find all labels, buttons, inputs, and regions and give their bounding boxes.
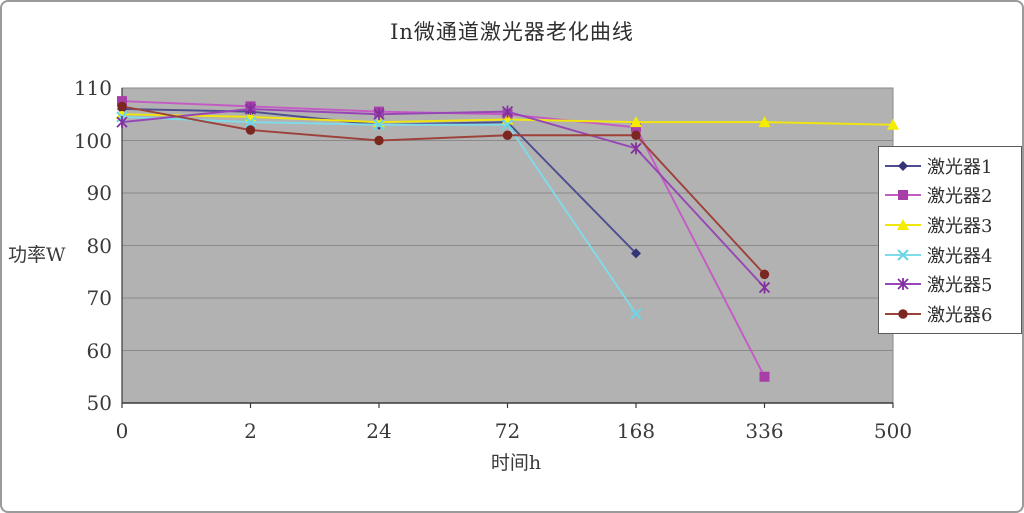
x-axis-tick-label: 24 xyxy=(366,419,392,443)
data-point-circle-marker xyxy=(374,135,384,146)
data-point-square-marker xyxy=(117,96,127,107)
legend-x-icon xyxy=(885,249,921,261)
data-point-circle-marker xyxy=(117,101,127,112)
legend-label: 激光器4 xyxy=(927,245,993,267)
legend-item: 激光器6 xyxy=(879,301,1021,328)
legend-label: 激光器2 xyxy=(927,186,993,208)
y-axis-tick-label: 110 xyxy=(73,76,112,100)
data-point-x-marker xyxy=(373,118,385,131)
data-point-triangle-marker xyxy=(897,219,909,231)
legend-item: 激光器4 xyxy=(879,241,1021,268)
legend-label: 激光器5 xyxy=(927,275,993,297)
y-axis-tick-label: 90 xyxy=(86,181,112,205)
data-point-star-marker xyxy=(897,278,909,291)
legend-triangle-icon xyxy=(885,219,921,231)
data-point-star-marker xyxy=(758,281,771,294)
legend-star-icon xyxy=(885,278,921,291)
x-axis-tick-label: 0 xyxy=(115,419,129,443)
data-point-triangle-marker xyxy=(758,116,771,128)
legend-item: 激光器1 xyxy=(879,152,1021,179)
data-point-star-marker xyxy=(373,108,385,121)
series-line xyxy=(121,105,766,276)
data-point-star-marker xyxy=(630,142,642,155)
y-axis-title: 功率W xyxy=(8,244,66,266)
legend-item: 激光器3 xyxy=(879,212,1021,239)
legend-diamond-icon xyxy=(885,160,921,171)
data-point-circle-marker xyxy=(759,269,770,280)
x-axis-tick-label: 336 xyxy=(745,419,784,443)
chart-title: In微通道激光器老化曲线 xyxy=(390,20,634,44)
y-axis-tick-label: 80 xyxy=(86,233,112,258)
data-point-square-marker xyxy=(631,122,641,133)
legend-label: 激光器1 xyxy=(927,156,993,178)
x-axis-tick-label: 72 xyxy=(494,419,521,443)
legend-item: 激光器2 xyxy=(879,182,1021,209)
data-point-circle-marker xyxy=(245,125,256,135)
data-point-circle-marker xyxy=(898,309,908,319)
data-point-star-marker xyxy=(116,116,128,129)
legend-square-icon xyxy=(885,190,921,201)
x-axis-tick-label: 2 xyxy=(244,419,257,443)
y-axis-tick-label: 70 xyxy=(86,286,112,310)
legend-label: 激光器6 xyxy=(927,305,993,327)
data-point-x-marker xyxy=(501,118,514,131)
data-point-square-marker xyxy=(759,371,770,382)
data-point-star-marker xyxy=(244,103,257,115)
data-point-circle-marker xyxy=(502,130,513,140)
x-axis-title: 时间h xyxy=(490,452,542,474)
series-line xyxy=(121,108,766,289)
legend-label: 激光器3 xyxy=(927,216,993,238)
data-point-x-marker xyxy=(244,116,257,128)
legend: 激光器1 激光器2 激光器3 激光器4 激光器5 激光器6 xyxy=(878,146,1022,334)
data-point-circle-marker xyxy=(631,130,641,140)
data-point-triangle-marker xyxy=(630,116,642,128)
data-point-square-marker xyxy=(898,190,908,201)
data-point-triangle-marker xyxy=(887,118,899,130)
legend-circle-icon xyxy=(885,309,921,319)
data-point-star-marker xyxy=(501,105,514,118)
y-axis-tick-label: 50 xyxy=(86,391,112,415)
data-point-x-marker xyxy=(630,307,642,320)
data-point-x-marker xyxy=(897,249,909,261)
y-axis-tick-label: 100 xyxy=(73,128,112,153)
y-axis-tick-label: 60 xyxy=(86,338,112,363)
x-axis-tick-label: 500 xyxy=(873,419,913,443)
data-point-diamond-marker xyxy=(631,248,641,259)
data-point-diamond-marker xyxy=(898,160,908,171)
legend-item: 激光器5 xyxy=(879,271,1021,298)
x-axis-tick-label: 168 xyxy=(616,419,656,443)
